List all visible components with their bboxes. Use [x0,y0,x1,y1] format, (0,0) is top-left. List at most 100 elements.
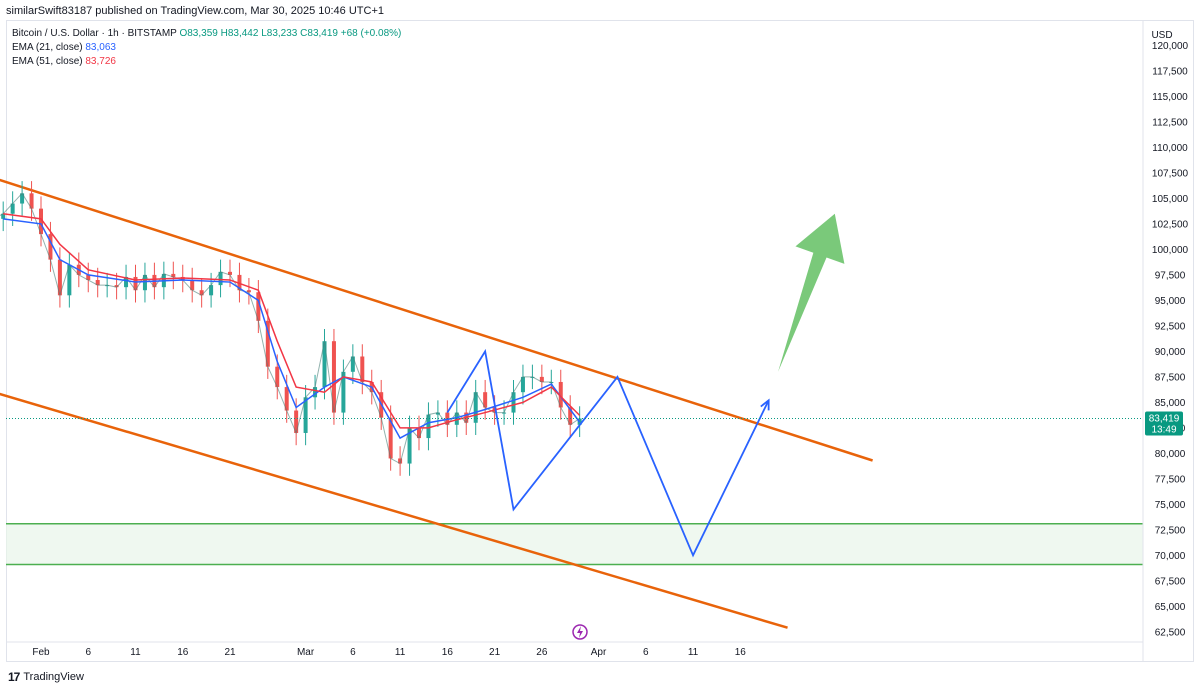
price-candle-body [124,276,129,288]
x-tick-label: 16 [735,647,747,658]
y-axis[interactable]: 120,000 117,500 115,000 112,500 110,000 107,5… [1152,41,1189,638]
y-tick-label: 72,500 [1155,525,1186,536]
price-candle-body [57,259,62,296]
legend-low: L83,233 [261,28,298,39]
price-line[interactable] [0,192,580,465]
price-candle-body [29,193,34,209]
footer-brand: TradingView [23,671,84,683]
last-price-text: 83,419 [1149,413,1180,424]
support-zone[interactable] [6,523,1143,565]
price-candle-body [218,271,223,286]
bullish-arrow[interactable] [778,213,845,372]
legend-ema21-label: EMA (21, close) [12,42,83,53]
y-tick-label: 65,000 [1155,602,1186,613]
price-candle-body [284,387,289,411]
y-tick-label: 77,500 [1155,474,1186,485]
y-tick-label: 70,000 [1155,551,1186,562]
price-candle-body [473,392,478,423]
y-tick-label: 100,000 [1152,245,1189,256]
channel-lower-line[interactable] [0,392,788,629]
projection-path[interactable] [446,348,770,558]
price-candle-body [256,292,261,321]
projection-arrowhead [760,398,770,411]
x-tick-label: 6 [85,647,91,658]
price-candle-body [171,273,176,277]
x-tick-label: 26 [536,647,548,658]
price-candle-body [190,280,195,291]
y-tick-label: 87,500 [1155,372,1186,383]
legend-ema51-value: 83,726 [85,56,116,67]
channel-upper-line[interactable] [0,178,873,462]
price-candle-body [568,407,573,425]
price-candle-body [114,285,119,288]
price-candle-body [275,366,280,388]
price-candle-body [133,276,138,291]
legend-high: H83,442 [220,28,259,39]
price-candle-body [388,417,393,459]
x-axis[interactable]: Feb 6 11 16 21 Mar 6 11 16 21 26 Apr 6 11 16 [32,647,746,658]
x-tick-label: 6 [643,647,649,658]
price-candle-body [417,427,421,439]
y-tick-label: 92,500 [1155,321,1186,332]
lightning-icon[interactable] [572,624,588,640]
price-candle-body [331,341,336,413]
price-candle-body [86,274,91,281]
price-candle-body [20,193,25,204]
price-candle-body [341,371,346,413]
x-tick-label: 21 [224,647,236,658]
price-candle-body [10,203,15,214]
price-candle-body [246,290,251,293]
ema21-line[interactable] [3,218,581,440]
y-tick-label: 80,000 [1155,449,1186,460]
y-tick-label: 102,500 [1152,219,1189,230]
y-tick-label: 117,500 [1152,66,1188,77]
price-candle-body [435,412,440,415]
ema51-line[interactable] [3,212,581,429]
y-tick-label: 120,000 [1152,41,1189,52]
price-candle-body [48,234,53,260]
y-tick-label: 107,500 [1152,168,1189,179]
price-layer [0,181,582,476]
price-candle-body [558,381,563,408]
y-tick-label: 75,000 [1155,500,1186,511]
y-tick-label: 62,500 [1155,627,1186,638]
price-candle-body [1,213,6,219]
price-candle-body [39,208,43,235]
price-candle-body [199,290,204,296]
y-tick-label: 110,000 [1152,143,1188,154]
support-zone-layer [6,522,1143,566]
y-tick-label: 115,000 [1152,92,1188,103]
x-tick-label: 16 [177,647,189,658]
legend-ema21-value: 83,063 [85,42,116,53]
x-tick-label: 11 [688,647,699,658]
y-tick-label: 95,000 [1155,296,1186,307]
last-price-badge [1145,411,1183,436]
channel-layer [0,178,873,629]
currency-label[interactable]: USD [1151,30,1172,41]
tradingview-logo-icon: 17 [8,670,20,684]
price-candle-body [483,392,488,408]
legend-ema51-row[interactable]: EMA (51, close) 83,726 [12,55,401,69]
price-candle-body [407,427,412,464]
legend-change: +68 (+0.08%) [340,28,402,39]
price-candle-body [237,274,242,291]
published-by-text: similarSwift83187 published on TradingVi… [6,5,384,17]
legend-symbol-row: Bitcoin / U.S. Dollar · 1h · BITSTAMP O8… [12,27,401,41]
price-candle-body [142,274,147,291]
x-tick-label: Feb [32,647,50,658]
price-candle-body [67,264,72,296]
legend-ema51-label: EMA (51, close) [12,56,83,67]
x-tick-label: 21 [489,647,501,658]
legend-ema21-row[interactable]: EMA (21, close) 83,063 [12,41,401,55]
price-candle-body [398,458,403,464]
price-candle-body [511,392,516,413]
x-tick-label: Apr [591,647,607,658]
legend-symbol[interactable]: Bitcoin / U.S. Dollar · 1h · BITSTAMP [12,28,177,39]
price-candle-body [265,320,270,367]
countdown-text: 13:49 [1151,424,1176,435]
price-candle-body [294,410,299,433]
price-candle-body [350,356,355,372]
x-tick-label: 6 [350,647,356,658]
x-tick-label: 11 [130,647,141,658]
